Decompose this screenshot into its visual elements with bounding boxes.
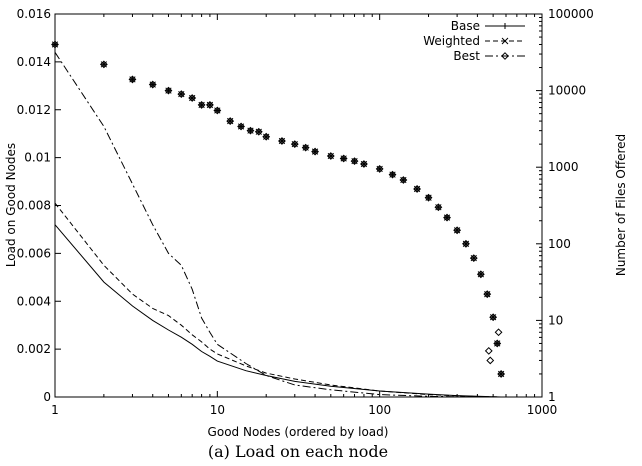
point-best (51, 40, 59, 49)
point-best (462, 239, 470, 248)
point-best (326, 152, 335, 160)
y2-axis-title: Number of Files Offered (614, 134, 628, 276)
series-line-best (54, 52, 502, 398)
point-best (493, 339, 502, 348)
legend-label-best: Best (453, 49, 480, 63)
point-best (301, 143, 310, 152)
files-offered-points (51, 40, 506, 378)
point-best (290, 140, 299, 149)
point-best (483, 290, 492, 299)
point-best (476, 270, 485, 279)
y2-tick-label: 100 (548, 237, 571, 251)
point-best (226, 117, 235, 125)
point-outlier (486, 356, 495, 365)
point-best (148, 80, 157, 89)
plot-frame (54, 13, 543, 398)
point-best (237, 122, 245, 131)
x-tick-label: 100 (368, 403, 391, 417)
series-line-weighted (54, 202, 502, 398)
y-tick-label: 0.016 (17, 7, 51, 21)
point-best (424, 193, 433, 202)
y2-tick-label: 10 (548, 313, 563, 327)
legend-marker-best (501, 52, 509, 60)
y2-tick-label: 100000 (548, 7, 594, 21)
y-tick-label: 0.012 (17, 103, 51, 117)
point-best (360, 160, 368, 168)
point-best (213, 106, 222, 115)
point-best (177, 90, 186, 99)
load-series-lines (54, 52, 502, 398)
y-axis-title: Load on Good Nodes (4, 143, 18, 267)
y-tick-label: 0.004 (17, 294, 51, 308)
legend-label-weighted: Weighted (423, 34, 480, 48)
series-line-base (54, 224, 502, 398)
y-tick-label: 0.008 (17, 199, 51, 213)
point-outlier (484, 346, 493, 355)
point-best (99, 60, 108, 69)
point-best (339, 154, 348, 163)
point-best (246, 126, 255, 135)
point-outlier (494, 328, 503, 337)
y-tick-label: 0 (43, 390, 51, 404)
point-best (469, 254, 478, 263)
y-tick-label: 0.014 (17, 55, 51, 69)
point-best (350, 157, 359, 166)
x-tick-label: 1 (51, 403, 59, 417)
point-best (489, 313, 498, 322)
tick-marks (54, 13, 543, 398)
point-best (443, 213, 451, 222)
point-best (188, 94, 197, 102)
y-tick-label: 0.002 (17, 342, 51, 356)
point-best (205, 101, 214, 109)
point-best (413, 185, 421, 193)
x-tick-label: 10 (210, 403, 225, 417)
point-best (399, 176, 408, 184)
point-best (434, 203, 443, 212)
y-axis-tick-labels: 0 0.002 0.004 0.006 0.008 0.01 0.012 0.014 0.016 (17, 7, 51, 404)
point-best (278, 137, 286, 145)
y2-tick-label: 1 (548, 390, 556, 404)
point-best (262, 132, 271, 141)
point-best (197, 101, 206, 109)
y2-axis-tick-labels: 1 10 100 1000 10000 100000 (548, 7, 594, 404)
x-axis-tick-labels: 1 10 100 1000 (51, 403, 557, 417)
point-best (497, 370, 506, 378)
point-best (375, 164, 384, 173)
point-best (311, 147, 319, 156)
legend-label-base: Base (451, 19, 480, 33)
y2-tick-label: 10000 (548, 84, 586, 98)
point-best (453, 226, 462, 235)
point-best (164, 86, 173, 95)
y-tick-label: 0.006 (17, 246, 51, 260)
point-best (254, 127, 263, 136)
y2-tick-label: 1000 (548, 160, 579, 174)
legend-marker-weighted (501, 37, 509, 45)
x-axis-title: Good Nodes (ordered by load) (208, 425, 389, 439)
figure-caption: (a) Load on each node (208, 442, 388, 461)
y-tick-label: 0.01 (24, 151, 51, 165)
point-best (388, 170, 397, 179)
point-best (128, 75, 137, 84)
x-tick-label: 1000 (527, 403, 558, 417)
